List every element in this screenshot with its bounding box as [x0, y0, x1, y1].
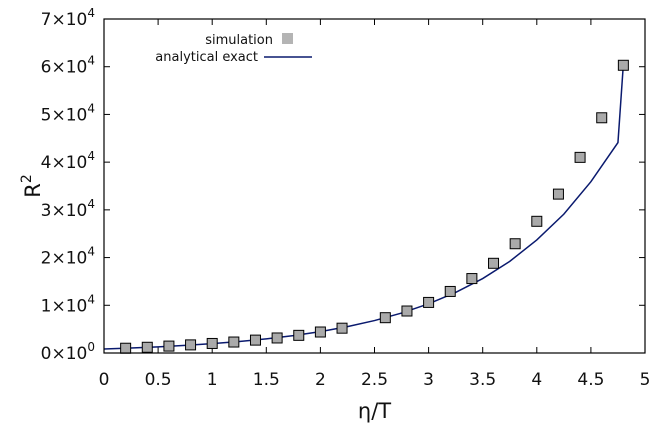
- simulation-point: [617, 59, 629, 71]
- simulation-point: [336, 322, 348, 334]
- y-tick-label: 6×104: [41, 54, 95, 78]
- simulation-point: [293, 329, 305, 341]
- simulation-point: [141, 341, 153, 353]
- x-tick-label: 0: [99, 370, 110, 390]
- x-tick-label: 1.5: [253, 370, 280, 390]
- y-tick-label: 3×104: [41, 197, 95, 221]
- y-tick-label: 2×104: [41, 245, 95, 269]
- y-axis-label-base: R: [21, 183, 45, 198]
- analytical-exact-line: [103, 64, 625, 350]
- simulation-point: [423, 296, 435, 308]
- simulation-point: [120, 342, 132, 354]
- simulation-point: [206, 337, 218, 349]
- simulation-point: [228, 336, 240, 348]
- x-axis-label: η/T: [358, 399, 391, 423]
- x-tick-label: 5: [640, 370, 651, 390]
- y-tick-label: 0×100: [41, 340, 95, 364]
- x-tick-label: 4: [531, 370, 542, 390]
- legend: simulation analytical exact: [155, 33, 312, 65]
- y-axis-label: R2: [19, 174, 45, 198]
- legend-label-simulation: simulation: [205, 33, 273, 48]
- ticks-layer: [103, 18, 646, 354]
- y-tick-label: 5×104: [41, 101, 95, 125]
- y-tick-label: 4×104: [41, 149, 95, 173]
- x-tick-label: 4.5: [577, 370, 604, 390]
- plot-frame: [103, 18, 646, 354]
- tick-labels-layer: 0 0.5 1 1.5 2 2.5 3 3.5 4 4.5 5 0×100 1×104 2×104 3×10…: [41, 6, 651, 390]
- simulation-point: [596, 112, 608, 124]
- simulation-point: [185, 339, 197, 351]
- simulation-point: [552, 188, 564, 200]
- x-tick-label: 2: [315, 370, 326, 390]
- data-layer: [103, 59, 629, 354]
- y-tick-label: 7×104: [41, 6, 95, 30]
- simulation-point: [574, 151, 586, 163]
- simulation-point: [379, 312, 391, 324]
- x-tick-label: 1: [207, 370, 218, 390]
- simulation-point: [401, 305, 413, 317]
- legend-label-analytical: analytical exact: [155, 50, 258, 65]
- x-tick-label: 3: [423, 370, 434, 390]
- simulation-point: [314, 326, 326, 338]
- simulation-point: [249, 334, 261, 346]
- simulation-point: [444, 285, 456, 297]
- simulation-point: [488, 257, 500, 269]
- simulation-point: [509, 238, 521, 250]
- x-tick-label: 2.5: [361, 370, 388, 390]
- y-axis-label-sup: 2: [19, 174, 35, 183]
- legend-marker-simulation: [282, 33, 293, 44]
- simulation-point: [531, 215, 543, 227]
- simulation-point: [163, 340, 175, 352]
- x-tick-label: 0.5: [145, 370, 172, 390]
- x-tick-label: 3.5: [469, 370, 496, 390]
- simulation-point: [466, 273, 478, 285]
- simulation-point: [271, 332, 283, 344]
- y-tick-label: 1×104: [41, 292, 95, 316]
